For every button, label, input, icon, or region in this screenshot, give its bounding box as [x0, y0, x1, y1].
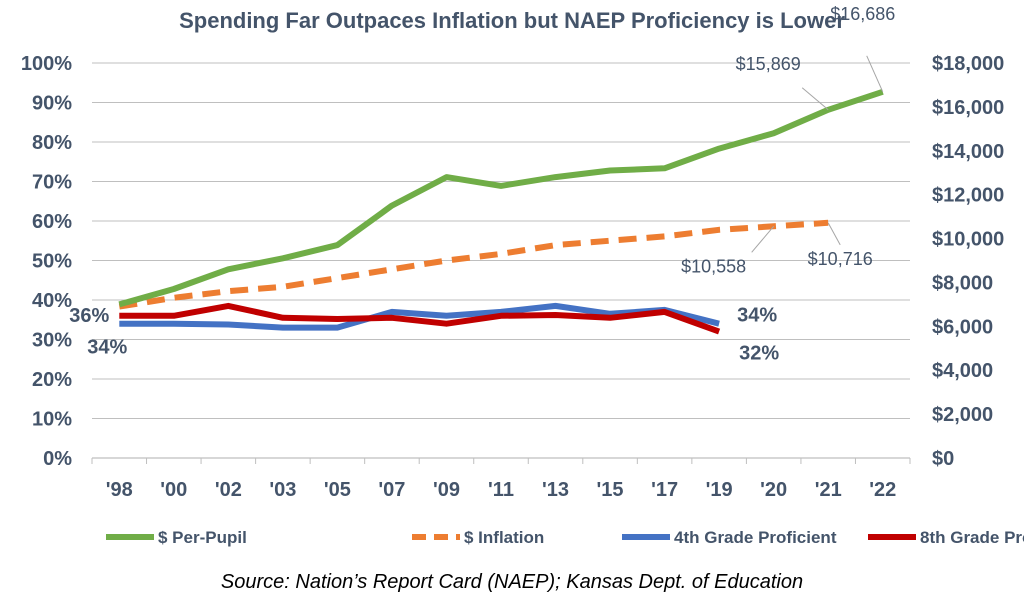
data-label-leader — [866, 55, 884, 93]
data-labels: 36% 34% 34% 32% $15,869 $16,686 $10,558 $10,716 — [69, 4, 895, 365]
y-axis-left: 0% 10% 20% 30% 40% 50% 60% 70% 80% 90% 100% — [21, 53, 72, 470]
y-left-tick-label: 40% — [32, 290, 72, 312]
y-left-tick-label: 60% — [32, 211, 72, 233]
y-left-tick-label: 50% — [32, 251, 72, 273]
x-tick-label: '13 — [542, 479, 569, 501]
x-tick-label: '19 — [706, 479, 733, 501]
x-tick-label: '17 — [651, 479, 678, 501]
data-label: 34% — [737, 305, 777, 327]
series-lines — [118, 88, 884, 335]
y-right-tick-label: $2,000 — [932, 404, 993, 426]
x-tick-label: '05 — [324, 479, 351, 501]
y-right-tick-label: $0 — [932, 448, 954, 470]
y-left-tick-label: 0% — [43, 448, 72, 470]
x-tick-label: '11 — [488, 479, 514, 501]
legend-label-1: $ Inflation — [464, 528, 544, 547]
y-right-tick-label: $16,000 — [932, 97, 1004, 119]
x-axis: '98 '00 '02 '03 '05 '07 '09 '11 '13 '15 '17 '19 '20 '… — [91, 457, 911, 501]
legend: $ Per-Pupil $ Inflation 4th Grade Proficie… — [106, 528, 1024, 547]
legend-label-2: 4th Grade Proficient — [674, 528, 837, 547]
x-tick-label: '21 — [815, 479, 842, 501]
x-tick-label: '00 — [160, 479, 187, 501]
x-tick-label: '07 — [378, 479, 405, 501]
source-note: Source: Nation’s Report Card (NAEP); Kan… — [221, 571, 803, 593]
y-left-tick-label: 80% — [32, 132, 72, 154]
y-left-tick-label: 10% — [32, 409, 72, 431]
y-left-tick-label: 100% — [21, 53, 72, 75]
series-line-1 — [118, 219, 829, 310]
x-tick-label: '22 — [869, 479, 896, 501]
legend-label-0: $ Per-Pupil — [158, 528, 247, 547]
chart-title: Spending Far Outpaces Inflation but NAEP… — [179, 8, 845, 33]
data-label: 36% — [69, 305, 109, 327]
x-tick-label: '20 — [760, 479, 787, 501]
data-label: $10,558 — [681, 256, 746, 276]
data-label: $10,716 — [808, 249, 873, 269]
legend-label-3: 8th Grade Proficient — [920, 528, 1024, 547]
data-label-leader — [751, 225, 775, 253]
data-label-leader — [827, 222, 841, 246]
y-axis-right: $0 $2,000 $4,000 $6,000 $8,000 $10,000 $12,000… — [932, 53, 1004, 470]
x-tick-label: '09 — [433, 479, 460, 501]
data-label: 32% — [739, 343, 779, 365]
series-line-0 — [118, 88, 884, 308]
x-tick-label: '98 — [106, 479, 133, 501]
x-tick-label: '03 — [269, 479, 296, 501]
series-line-2 — [119, 302, 720, 331]
y-left-tick-label: 70% — [32, 172, 72, 194]
series-line-3 — [119, 302, 721, 335]
data-label: $15,869 — [736, 54, 801, 74]
x-tick-label: '02 — [215, 479, 242, 501]
y-right-tick-label: $18,000 — [932, 53, 1004, 75]
y-right-tick-label: $10,000 — [932, 229, 1004, 251]
y-right-tick-label: $4,000 — [932, 360, 993, 382]
y-right-tick-label: $6,000 — [932, 316, 993, 338]
y-left-tick-label: 30% — [32, 330, 72, 352]
y-right-tick-label: $8,000 — [932, 272, 993, 294]
x-tick-label: '15 — [597, 479, 624, 501]
gridlines — [92, 62, 910, 419]
y-left-tick-label: 90% — [32, 93, 72, 115]
y-right-tick-label: $12,000 — [932, 185, 1004, 207]
data-label-leader — [801, 87, 829, 111]
y-left-tick-label: 20% — [32, 369, 72, 391]
y-right-tick-label: $14,000 — [932, 141, 1004, 163]
data-label: 34% — [87, 337, 127, 359]
data-label: $16,686 — [830, 4, 895, 24]
